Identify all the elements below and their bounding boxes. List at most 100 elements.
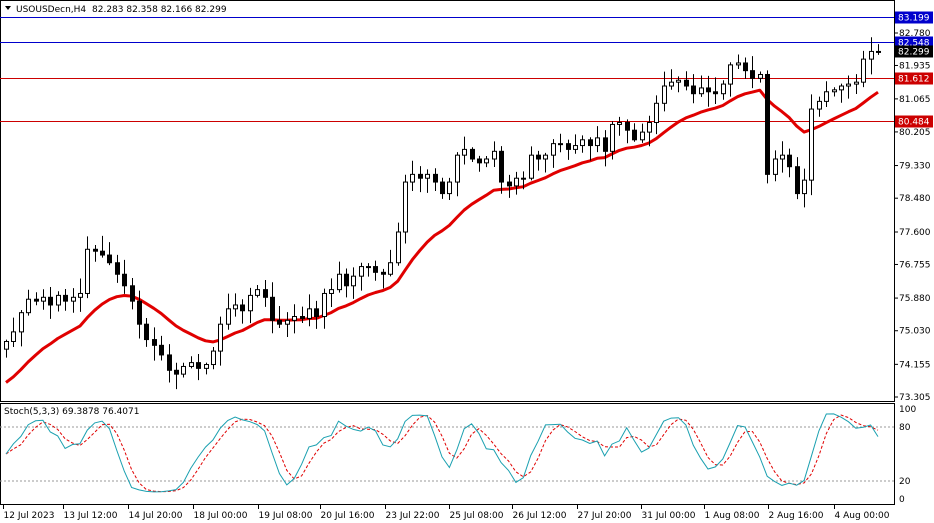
candle-body [647, 122, 652, 133]
candle-body [580, 139, 585, 147]
candle-body [19, 312, 24, 333]
candle-body [403, 181, 408, 233]
candle-body [684, 79, 689, 87]
candle-body [640, 131, 645, 141]
candle-body [388, 262, 393, 275]
stoch-main-line [5, 413, 879, 493]
y-tick-label: 74.155 [899, 360, 931, 370]
y-tick-label: 76.755 [899, 260, 931, 270]
candle-body [26, 298, 31, 314]
candle-body [226, 308, 231, 325]
candle-body [846, 83, 851, 87]
candle-body [285, 319, 290, 325]
price-tags: 83.199 82.548 81.612 80.484 82.299 [895, 11, 933, 128]
candle-body [263, 289, 268, 298]
y-tick-label: 75.030 [899, 327, 931, 337]
current-price-label: 82.299 [898, 47, 930, 57]
y-tick-label: 77.600 [899, 228, 931, 238]
collapse-triangle-icon[interactable] [5, 6, 11, 10]
symbol-label: USOUSDecn,H4 [16, 5, 86, 15]
candle-body [248, 294, 253, 312]
candle-body [477, 158, 482, 164]
candle-body [514, 177, 519, 187]
x-tick-label: 1 Aug 08:00 [705, 511, 760, 521]
candle-body [876, 50, 881, 53]
candle-body [240, 304, 245, 312]
horizontal-lines [0, 17, 894, 122]
candle-body [152, 339, 157, 346]
candle-body [233, 304, 238, 310]
candle-body [300, 316, 305, 319]
candle-body [189, 362, 194, 367]
candle-body [854, 81, 859, 85]
candle-body [787, 154, 792, 168]
candle-body [691, 85, 696, 95]
y-tick-label: 78.480 [899, 194, 931, 204]
candle-body [728, 64, 733, 85]
candle-body [765, 73, 770, 175]
x-tick-label: 19 Jul 08:00 [259, 511, 313, 521]
candle-body [255, 289, 260, 296]
candle-body [181, 365, 186, 375]
moving-average-line [5, 88, 879, 384]
current-price-tag [895, 45, 933, 58]
level-tag-label: 83.199 [898, 14, 930, 24]
candle-body [71, 296, 76, 302]
x-tick-label: 13 Jul 12:00 [64, 511, 118, 521]
candle-body [588, 139, 593, 147]
candle-body [529, 154, 534, 179]
level-tag [895, 115, 933, 128]
candle-body [366, 266, 371, 269]
x-tick-label: 12 Jul 2023 [4, 511, 55, 521]
x-tick-label: 25 Jul 08:00 [450, 511, 504, 521]
candle-body [322, 292, 327, 318]
candle-body [861, 58, 866, 83]
y-tick-label: 79.330 [899, 162, 931, 172]
candle-body [470, 148, 475, 160]
stoch-axis: 100 80 20 0 [899, 405, 916, 505]
candle-body [543, 154, 548, 160]
candle-body [817, 100, 822, 110]
ohlc-readout: 82.283 82.358 82.166 82.299 [92, 5, 227, 15]
candle-body [802, 179, 807, 195]
candle-body [832, 89, 837, 93]
candle-body [159, 344, 164, 356]
candle-body [669, 81, 674, 87]
candle-body [122, 273, 127, 287]
candle-body [11, 331, 16, 342]
candle-body [107, 254, 112, 264]
x-tick-label: 4 Aug 00:00 [835, 511, 890, 521]
candle-body [839, 85, 844, 91]
candle-body [351, 275, 356, 287]
level-tag-label: 80.484 [898, 118, 930, 128]
candle-body [204, 364, 209, 369]
candle-body [277, 319, 282, 325]
candle-body [307, 308, 312, 319]
candle-body [56, 294, 61, 306]
level-tag [895, 72, 933, 85]
candle-body [115, 262, 120, 275]
stoch-level-lines [0, 426, 894, 482]
candle-body [558, 143, 563, 146]
x-tick-label: 14 Jul 20:00 [129, 511, 183, 521]
candle-body [780, 154, 785, 160]
y-tick-label: 80.205 [899, 128, 931, 138]
candle-body [551, 143, 556, 156]
candle-body [292, 316, 297, 321]
candle-body [484, 158, 489, 164]
candle-body [676, 79, 681, 83]
price-axis: 82.780 81.935 81.065 80.205 79.330 78.480 77.6… [894, 29, 931, 403]
candle-body [4, 340, 9, 350]
candle-body [610, 123, 615, 152]
stoch-label: Stoch(5,3,3) 69.3878 76.4071 [4, 407, 139, 417]
stoch-pane-frame [0, 403, 895, 505]
stoch-signal-line [5, 414, 879, 493]
x-tick-label: 18 Jul 00:00 [194, 511, 248, 521]
candle-body [130, 285, 135, 302]
candle-body [41, 296, 46, 302]
candle-body [381, 271, 386, 275]
candle-body [750, 70, 755, 79]
candle-body [196, 362, 201, 369]
candle-body [100, 250, 105, 256]
